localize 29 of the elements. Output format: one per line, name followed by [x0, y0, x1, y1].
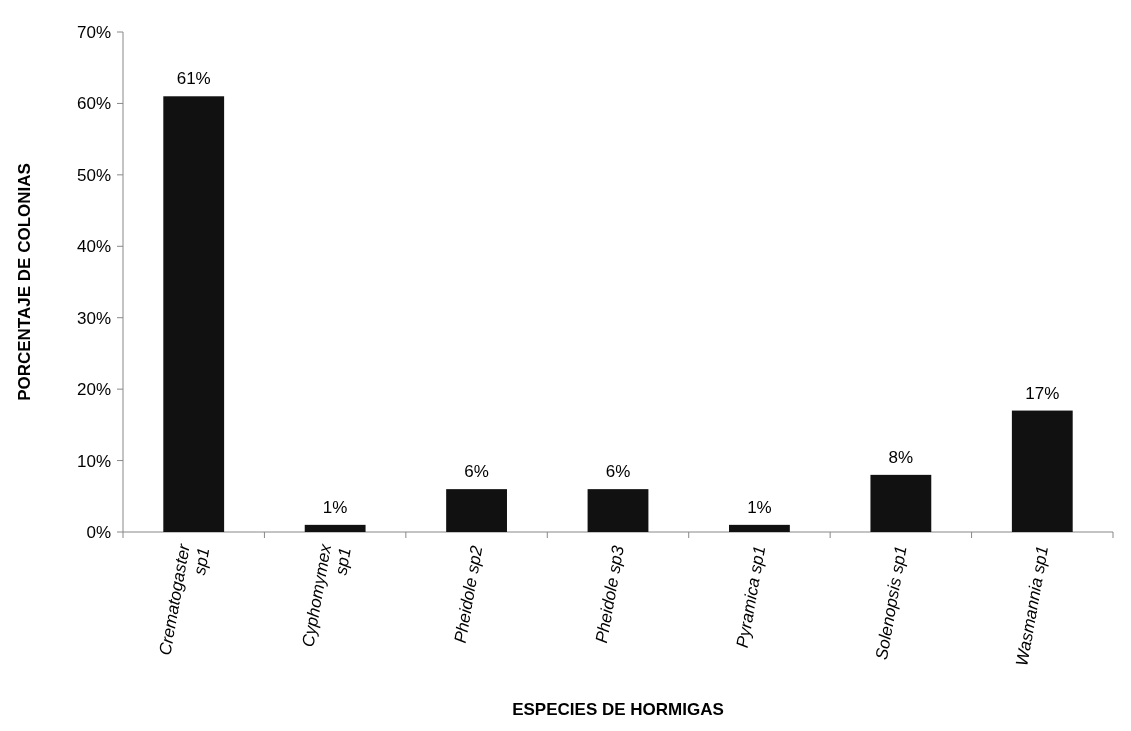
data-label: 17%: [1025, 383, 1060, 403]
bar: [163, 96, 225, 532]
x-tick-label: Wasmannia sp1: [1012, 544, 1053, 668]
data-label: 61%: [176, 69, 211, 89]
x-tick-label: Pheidole sp3: [592, 543, 628, 645]
data-label: 6%: [464, 462, 489, 482]
y-tick-label: 0%: [86, 522, 111, 542]
bar: [870, 474, 932, 532]
data-label: 1%: [322, 497, 348, 517]
data-label: 1%: [747, 497, 772, 517]
data-label: 6%: [605, 462, 631, 482]
y-tick-label: 50%: [76, 165, 111, 185]
y-tick-label: 30%: [76, 308, 111, 328]
bar: [587, 489, 649, 532]
y-tick-label: 60%: [76, 94, 111, 114]
y-tick-label: 10%: [76, 451, 111, 471]
x-tick-label: Pheidole sp2: [450, 543, 487, 645]
bar: [304, 524, 366, 532]
y-tick-label: 40%: [76, 237, 111, 257]
x-axis-title: ESPECIES DE HORMIGAS: [512, 700, 724, 719]
bar: [446, 489, 507, 532]
x-tick-label: Pyramica sp1: [732, 544, 770, 650]
bar: [729, 524, 790, 532]
x-tick-label: Solenopsis sp1: [871, 544, 911, 662]
y-axis-title: PORCENTAJE DE COLONIAS: [15, 163, 34, 401]
bar: [1011, 410, 1073, 532]
y-tick-label: 70%: [76, 22, 111, 42]
data-label: 8%: [888, 447, 914, 467]
y-tick-label: 20%: [76, 380, 111, 400]
